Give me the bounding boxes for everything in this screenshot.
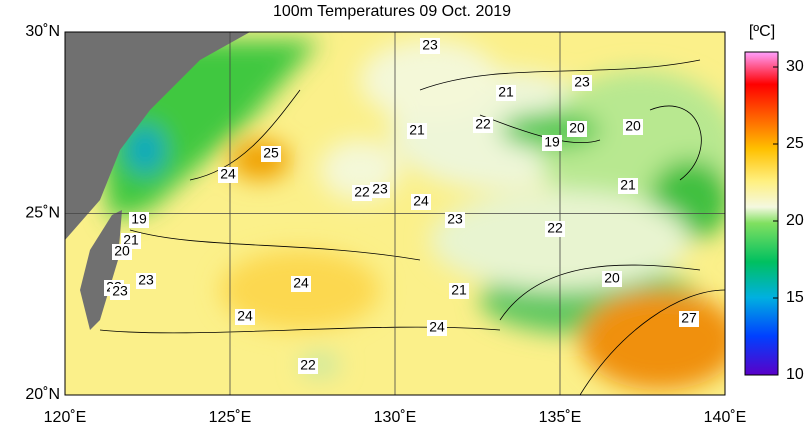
contour-label: 24 <box>293 275 309 291</box>
lon-label: 140˚E <box>704 409 747 426</box>
lon-label: 135˚E <box>539 409 582 426</box>
map-title: 100m Temperatures 09 Oct. 2019 <box>273 3 511 20</box>
contour-label: 22 <box>354 184 370 200</box>
lon-label: 120˚E <box>44 409 87 426</box>
contour-label: 22 <box>475 116 491 132</box>
contour-label-box <box>352 185 372 201</box>
contour-label: 24 <box>237 308 253 324</box>
contour-label-box <box>427 320 447 336</box>
contour-label-box <box>449 283 469 299</box>
contour-label-box <box>235 309 255 325</box>
contour-label-box <box>567 121 587 137</box>
contour-label: 19 <box>544 134 560 150</box>
contour-label-box <box>129 212 149 228</box>
contour-label-box <box>618 178 638 194</box>
contour-label: 24 <box>413 193 429 209</box>
colorbar-tick-label: 30 <box>786 58 804 75</box>
contour-label-box <box>370 182 390 198</box>
contour-label-box <box>110 284 130 300</box>
map-frame <box>64 31 726 396</box>
contour-label: 21 <box>498 84 514 100</box>
contour-label: 23 <box>112 283 128 299</box>
contour-label-box <box>298 358 318 374</box>
contour-label: 23 <box>138 272 154 288</box>
contour-label: 19 <box>131 211 147 227</box>
contour-label: 21 <box>123 232 139 248</box>
lat-label: 25˚N <box>25 205 60 222</box>
lon-label: 125˚E <box>209 409 252 426</box>
contour-label-box <box>218 167 238 183</box>
contour-label-box <box>572 75 592 91</box>
contour-label-box <box>473 117 493 133</box>
contour-label: 23 <box>574 74 590 90</box>
contour-label: 20 <box>625 118 641 134</box>
contour-label-box <box>496 85 516 101</box>
contour-label-box <box>545 221 565 237</box>
contour-label: 22 <box>300 357 316 373</box>
contour-label: 20 <box>604 270 620 286</box>
graticule <box>65 32 725 395</box>
lon-label: 130˚E <box>374 409 417 426</box>
lat-label: 30˚N <box>25 23 60 40</box>
contour-label-box <box>136 273 156 289</box>
contour-label: 20 <box>569 120 585 136</box>
contour-label: 24 <box>220 166 236 182</box>
contour-label-box <box>445 212 465 228</box>
contour-label-box <box>261 146 281 162</box>
colorbar-tick-label: 15 <box>786 289 804 306</box>
contour-label-box <box>291 276 311 292</box>
contour-label-box <box>112 244 132 260</box>
contour-label-box <box>679 311 699 327</box>
contour-label: 21 <box>451 282 467 298</box>
colorbar-tick-label: 25 <box>786 135 804 152</box>
contour-label: 24 <box>429 319 445 335</box>
colorbar-unit: [ºC] <box>749 23 775 40</box>
contour-label: 20 <box>114 243 130 259</box>
lat-label: 20˚N <box>25 386 60 403</box>
colorbar-tick-label: 10 <box>786 366 804 383</box>
contour-label: 21 <box>409 122 425 138</box>
contour-label-box <box>542 135 562 151</box>
contour-label-box <box>411 194 431 210</box>
contour-label-box <box>623 119 643 135</box>
contour-label: 22 <box>547 220 563 236</box>
contour-label: 27 <box>681 310 697 326</box>
contour-label-box <box>602 271 622 287</box>
contour-label-box <box>420 38 440 54</box>
colorbar <box>744 51 779 376</box>
colorbar-tick-label: 20 <box>786 212 804 229</box>
contour-label: 21 <box>620 177 636 193</box>
contour-label-box <box>407 123 427 139</box>
contour-label: 23 <box>372 181 388 197</box>
contour-label: 23 <box>422 37 438 53</box>
contour-label: 25 <box>263 145 279 161</box>
contour-label: 23 <box>447 211 463 227</box>
